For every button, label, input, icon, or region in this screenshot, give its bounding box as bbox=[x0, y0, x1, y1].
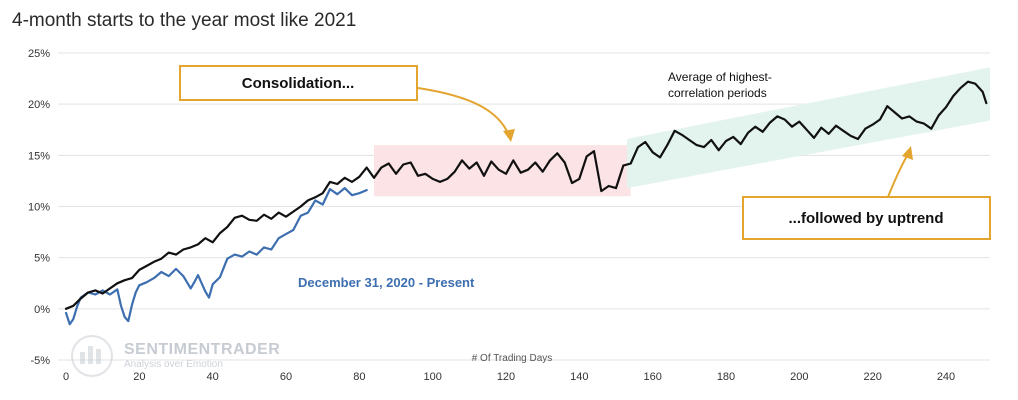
avg-series-label-line-1: Average of highest- bbox=[668, 70, 772, 84]
x-tick-label: 80 bbox=[353, 371, 365, 383]
y-tick-label: 20% bbox=[28, 99, 50, 111]
uptrend-callout: ...followed by uptrend bbox=[742, 146, 991, 240]
series-lines bbox=[64, 80, 988, 326]
x-axis-title: # Of Trading Days bbox=[472, 353, 553, 364]
recent-series-label: December 31, 2020 - Present bbox=[298, 275, 475, 290]
uptrend-callout-box bbox=[742, 196, 991, 240]
x-tick-label: 200 bbox=[790, 371, 808, 383]
x-tick-label: 0 bbox=[63, 371, 69, 383]
x-tick-label: 180 bbox=[717, 371, 735, 383]
x-tick-label: 40 bbox=[207, 371, 219, 383]
y-tick-label: 25% bbox=[28, 48, 50, 60]
consolidation-callout-text: Consolidation... bbox=[242, 75, 355, 92]
uptrend-arrowhead-icon bbox=[902, 146, 913, 160]
x-tick-label: 140 bbox=[570, 371, 588, 383]
x-tick-label: 240 bbox=[937, 371, 955, 383]
recent-series-line bbox=[64, 187, 368, 326]
uptrend-callout-text: ...followed by uptrend bbox=[789, 210, 944, 227]
x-tick-label: 120 bbox=[497, 371, 515, 383]
y-tick-label: 10% bbox=[28, 202, 50, 214]
x-axis: 0 20 40 60 80 100 120 140 160 180 200 220 240 bbox=[63, 371, 955, 383]
x-tick-label: 60 bbox=[280, 371, 292, 383]
average-series-line bbox=[64, 80, 988, 310]
chart-title: 4-month starts to the year most like 202… bbox=[12, 10, 356, 31]
consolidation-callout-box bbox=[179, 65, 418, 101]
consolidation-arrowhead-icon bbox=[503, 129, 515, 142]
sentimentrader-logo-icon bbox=[71, 335, 113, 377]
watermark-brand: SENTIMENTRADER bbox=[124, 341, 280, 358]
watermark: SENTIMENTRADER Analysis over Emotion bbox=[71, 335, 280, 377]
y-tick-label: 15% bbox=[28, 150, 50, 162]
x-tick-label: 20 bbox=[133, 371, 145, 383]
watermark-tagline: Analysis over Emotion bbox=[124, 359, 223, 370]
y-tick-label: -5% bbox=[30, 355, 50, 367]
consolidation-callout: Consolidation... bbox=[179, 65, 515, 142]
x-tick-label: 100 bbox=[423, 371, 441, 383]
y-tick-label: 0% bbox=[34, 304, 50, 316]
y-axis: -5% 0% 5% 10% 15% 20% 25% bbox=[28, 48, 50, 367]
x-tick-label: 220 bbox=[863, 371, 881, 383]
y-tick-label: 5% bbox=[34, 253, 50, 265]
consolidation-arrow-icon bbox=[417, 87, 511, 139]
uptrend-arrow-icon bbox=[887, 153, 909, 198]
uptrend-region bbox=[627, 67, 990, 189]
x-tick-label: 160 bbox=[643, 371, 661, 383]
avg-series-label-line-2: correlation periods bbox=[668, 86, 767, 100]
